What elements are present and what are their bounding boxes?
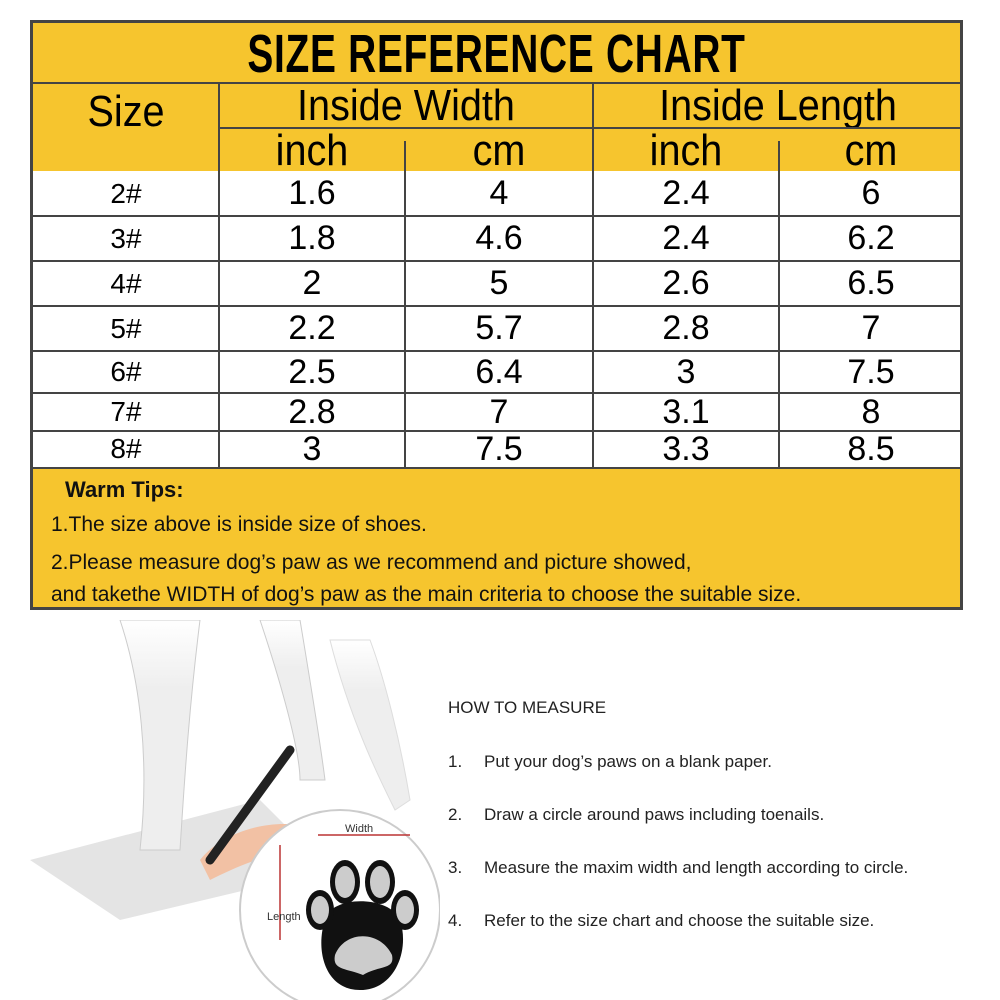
- size-cell: 2#: [110, 178, 142, 209]
- table-cell: 4: [489, 174, 509, 212]
- length-label: Length: [267, 911, 301, 923]
- table-cell: 2.5: [288, 353, 336, 391]
- table-body: [33, 171, 960, 467]
- table-cell: 1.8: [288, 219, 336, 257]
- header-width-inch: inch: [275, 126, 349, 175]
- table-cell: 2.2: [288, 309, 336, 347]
- width-label: Width: [345, 823, 373, 835]
- step-number: 3.: [448, 858, 463, 877]
- table-cell: 8: [861, 393, 881, 431]
- divider: [33, 467, 960, 469]
- table-cell: 6.2: [847, 219, 895, 257]
- header-inside-width: Inside Width: [297, 81, 515, 130]
- table-cell: 3: [302, 430, 322, 468]
- size-cell: 3#: [110, 223, 142, 254]
- step-text: Refer to the size chart and choose the s…: [484, 911, 875, 930]
- table-cell: 6: [861, 174, 881, 212]
- table-cell: 1.6: [288, 174, 336, 212]
- table-cell: 8.5: [847, 430, 895, 468]
- size-chart: SIZE REFERENCE CHART Size Inside Width I…: [30, 20, 963, 610]
- size-cell: 8#: [110, 433, 142, 464]
- table-cell: 2: [302, 264, 322, 302]
- paw-print-icon: [306, 860, 419, 990]
- table-cell: 3.1: [662, 393, 710, 431]
- divider: [218, 82, 220, 467]
- pencil-icon: [205, 745, 295, 865]
- table-cell: 6.4: [475, 353, 523, 391]
- measuring-illustration: Width Length: [30, 620, 440, 1000]
- tip-1: 1.The size above is inside size of shoes…: [51, 513, 427, 536]
- header-length-cm: cm: [844, 126, 898, 175]
- divider: [592, 82, 594, 467]
- header-length-inch: inch: [649, 126, 723, 175]
- table-cell: 2.8: [288, 393, 336, 431]
- dog-leg: [329, 639, 411, 811]
- row-divider: [33, 260, 960, 262]
- step-text: Measure the maxim width and length accor…: [484, 858, 909, 877]
- tip-2: 2.Please measure dog’s paw as we recomme…: [51, 551, 692, 574]
- table-cell: 5: [489, 264, 509, 302]
- tip-3: and takethe WIDTH of dog’s paw as the ma…: [51, 583, 802, 606]
- table-cell: 2.4: [662, 219, 710, 257]
- header-width-cm: cm: [472, 126, 526, 175]
- dog-leg: [119, 620, 201, 851]
- row-divider: [33, 392, 960, 394]
- table-cell: 2.8: [662, 309, 710, 347]
- table-cell: 7.5: [847, 353, 895, 391]
- row-divider: [33, 350, 960, 352]
- row-divider: [33, 430, 960, 432]
- table-cell: 6.5: [847, 264, 895, 302]
- table-cell: 5.7: [475, 309, 523, 347]
- table-cell: 7.5: [475, 430, 523, 468]
- tips-heading: Warm Tips:: [65, 477, 184, 502]
- size-cell: 4#: [110, 268, 142, 299]
- header-size: Size: [87, 87, 165, 136]
- row-divider: [33, 305, 960, 307]
- step-number: 4.: [448, 911, 463, 930]
- table-cell: 2.6: [662, 264, 710, 302]
- size-cell: 7#: [110, 396, 142, 427]
- table-cell: 7: [861, 309, 881, 347]
- row-divider: [33, 215, 960, 217]
- how-to-heading: HOW TO MEASURE: [448, 698, 607, 717]
- size-cell: 6#: [110, 356, 142, 387]
- divider: [404, 141, 406, 467]
- size-cell: 5#: [110, 313, 142, 344]
- divider: [778, 141, 780, 467]
- table-cell: 4.6: [475, 219, 523, 257]
- divider: [219, 127, 963, 129]
- dog-leg: [259, 620, 326, 781]
- header-inside-length: Inside Length: [659, 81, 897, 130]
- step-text: Put your dog’s paws on a blank paper.: [484, 752, 772, 771]
- table-cell: 7: [489, 393, 509, 431]
- chart-title: SIZE REFERENCE CHART: [247, 24, 746, 84]
- divider: [33, 82, 960, 84]
- step-text: Draw a circle around paws including toen…: [484, 805, 825, 824]
- step-number: 2.: [448, 805, 463, 824]
- table-cell: 3: [676, 353, 696, 391]
- table-cell: 3.3: [662, 430, 710, 468]
- step-number: 1.: [448, 752, 463, 771]
- table-cell: 2.4: [662, 174, 710, 212]
